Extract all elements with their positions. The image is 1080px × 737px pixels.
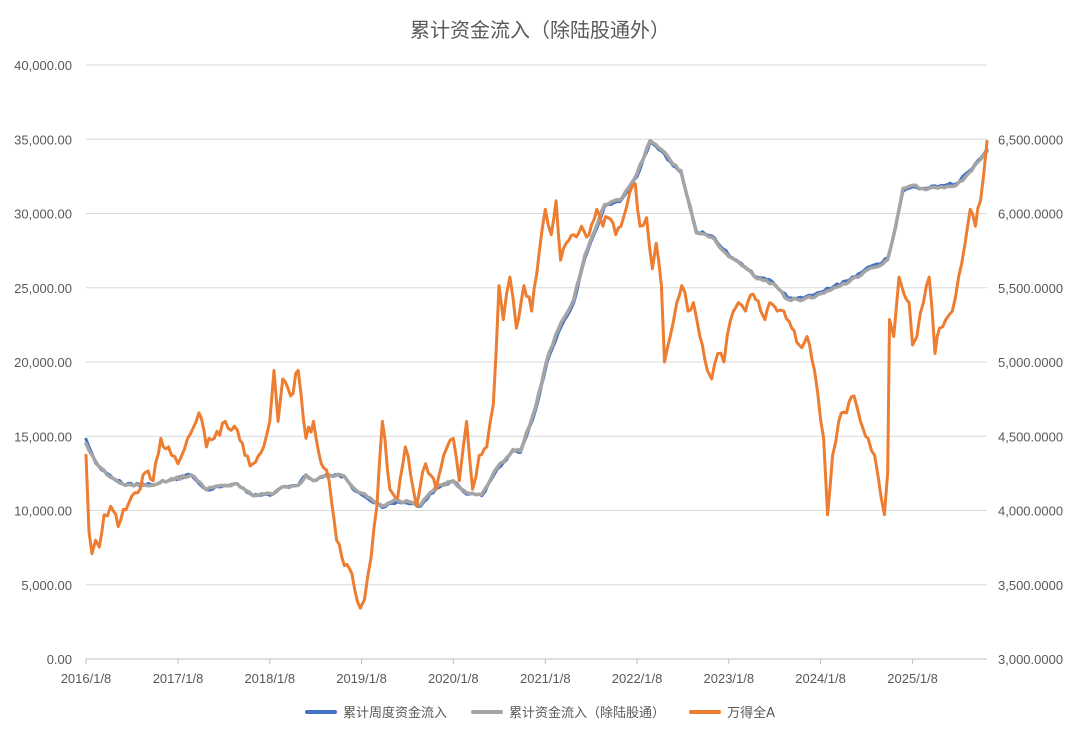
y-right-tick-label: 6,500.0000 [998,132,1063,147]
series-lines [84,138,989,610]
y-left-tick-label: 35,000.00 [14,132,72,147]
series-line-2 [84,138,989,508]
y-left-tick-label: 30,000.00 [14,207,72,222]
x-tick-label: 2017/1/8 [153,671,204,686]
y-left-tick-label: 10,000.00 [14,504,72,519]
series-line-1 [84,140,989,509]
legend-item-2: 累计资金流入（除陆股通） [471,702,665,721]
y-left-tick-label: 15,000.00 [14,429,72,444]
chart-title: 累计资金流入（除陆股通外） [410,18,670,42]
x-tick-label: 2019/1/8 [336,671,387,686]
legend-swatch [689,709,722,714]
y-right-tick-label: 4,000.0000 [998,504,1063,519]
x-tick-label: 2018/1/8 [244,671,295,686]
x-tick-label: 2020/1/8 [428,671,479,686]
legend-item-3: 万得全A [689,702,775,721]
x-tick-label: 2023/1/8 [704,671,755,686]
legend-swatch [305,709,338,714]
y-right-tick-label: 5,500.0000 [998,281,1063,296]
y-left-tick-label: 40,000.00 [14,58,72,73]
y-right-tick-label: 6,000.0000 [998,207,1063,222]
y-left-tick-label: 0.00 [47,652,72,667]
x-tick-label: 2022/1/8 [612,671,663,686]
y-right-tick-label: 4,500.0000 [998,429,1063,444]
legend-swatch [471,709,504,714]
axes [85,658,987,664]
legend-label: 累计周度资金流入 [343,706,448,721]
y-left-tick-label: 5,000.00 [21,578,72,593]
legend-label: 万得全A [727,706,775,721]
y-right-tick-label: 3,500.0000 [998,578,1063,593]
y-left-tick-label: 25,000.00 [14,281,72,296]
legend-label: 累计资金流入（除陆股通） [509,706,666,721]
y-right-tick-label: 5,000.0000 [998,355,1063,370]
legend: 累计周度资金流入 累计资金流入（除陆股通） 万得全A [0,702,1080,721]
x-tick-label: 2016/1/8 [61,671,112,686]
tick-labels: 0.00 3,000.0000 5,000.00 3,500.0000 10,000.0… [14,58,1063,686]
gridlines [86,64,987,586]
series-line-3 [84,139,989,610]
x-tick-label: 2025/1/8 [887,671,938,686]
x-tick-label: 2021/1/8 [520,671,571,686]
x-tick-label: 2024/1/8 [795,671,846,686]
y-left-tick-label: 20,000.00 [14,355,72,370]
y-right-tick-label: 3,000.0000 [998,652,1063,667]
legend-item-1: 累计周度资金流入 [305,702,447,721]
